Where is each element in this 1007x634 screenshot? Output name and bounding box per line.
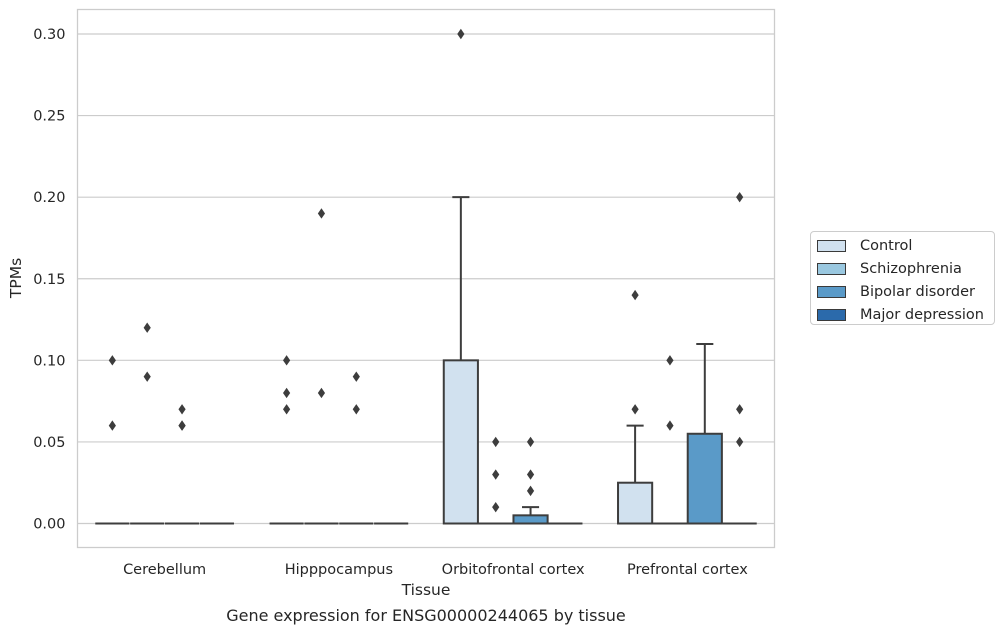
box-body (617, 481, 654, 525)
y-tick-label: 0.15 (33, 272, 65, 288)
outlier-point (736, 191, 744, 203)
box-body (686, 432, 723, 525)
outlier-point (631, 404, 639, 415)
outlier-point (736, 436, 744, 448)
box-bipolar-disorder (686, 343, 723, 525)
box-schizophrenia (304, 208, 339, 525)
outlier-point (143, 371, 151, 382)
x-tick-label: Hipppocampus (285, 562, 393, 578)
outlier-point (283, 404, 291, 415)
outlier-point (492, 469, 500, 480)
y-tick-labels: 0.00 0.05 0.10 0.15 0.20 0.25 0.30 (33, 27, 65, 533)
box-bipolar-disorder (164, 404, 200, 525)
legend-label: Major depression (860, 307, 984, 323)
outlier-point (492, 436, 500, 448)
x-tick-label: Cerebellum (123, 562, 206, 578)
outlier-point (352, 404, 360, 415)
box-marks (95, 28, 757, 525)
grid-lines (77, 33, 775, 525)
y-tick-label: 0.05 (33, 435, 65, 451)
legend-swatch (817, 240, 846, 252)
legend-item: Major depression (817, 305, 984, 325)
outlier-point (143, 322, 151, 333)
box-bipolar-disorder (339, 371, 374, 525)
box-control (95, 355, 130, 525)
box-schizophrenia (478, 436, 513, 525)
outlier-point (317, 208, 326, 219)
legend-item: Bipolar disorder (817, 282, 975, 302)
outlier-point (283, 355, 291, 366)
outlier-point (492, 501, 500, 513)
outlier-point (352, 371, 360, 382)
box-body (512, 514, 549, 525)
legend-item: Schizophrenia (817, 259, 962, 279)
outlier-point (178, 404, 186, 415)
outlier-point (736, 404, 744, 415)
outlier-point (457, 28, 465, 40)
outlier-point (526, 436, 535, 448)
figure-caption: Gene expression for ENSG00000244065 by t… (226, 606, 626, 625)
box-control (269, 355, 304, 525)
legend-label: Bipolar disorder (860, 284, 975, 300)
legend-swatch (817, 263, 846, 275)
y-axis-label: TPMs (7, 258, 25, 299)
x-tick-label: Orbitofrontal cortex (442, 562, 585, 578)
outlier-point (666, 355, 674, 366)
y-tick-label: 0.25 (33, 109, 65, 125)
x-tick-labels: Cerebellum Hipppocampus Orbitofrontal cort… (123, 562, 748, 578)
outlier-point (526, 485, 535, 497)
box-control (442, 28, 479, 525)
outlier-point (666, 420, 674, 431)
x-tick-label: Prefrontal cortex (627, 562, 748, 578)
y-tick-label: 0.00 (33, 517, 65, 533)
legend-swatch (817, 309, 846, 321)
box-control (617, 289, 654, 525)
legend-swatch (817, 286, 846, 298)
plot-frame (76, 8, 776, 549)
box-schizophrenia (130, 322, 165, 525)
legend-label: Schizophrenia (860, 261, 962, 277)
box-bipolar-disorder (512, 436, 549, 525)
legend: Control Schizophrenia Bipolar disorder Majo… (810, 231, 995, 325)
y-tick-label: 0.10 (33, 353, 65, 369)
outlier-point (526, 469, 535, 480)
legend-item: Control (817, 236, 912, 256)
outlier-point (108, 420, 116, 431)
outlier-point (283, 387, 291, 399)
box-body (442, 359, 479, 525)
outlier-point (631, 289, 639, 301)
box-schizophrenia (652, 355, 688, 525)
y-tick-label: 0.30 (33, 27, 65, 43)
legend-label: Control (860, 238, 913, 254)
box-major-depression (722, 191, 757, 525)
y-tick-label: 0.20 (33, 190, 65, 206)
outlier-point (178, 420, 186, 431)
outlier-point (317, 387, 326, 399)
outlier-point (108, 355, 116, 366)
x-axis-label: Tissue (401, 581, 451, 599)
